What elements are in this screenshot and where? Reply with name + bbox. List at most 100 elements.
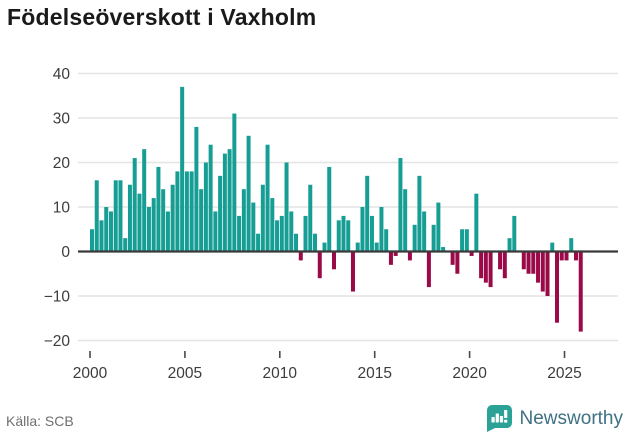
birth-surplus-bar — [350, 251, 355, 292]
x-axis-tick-label: 2005 — [168, 365, 202, 382]
birth-surplus-bar — [284, 162, 289, 252]
birth-surplus-bar — [213, 211, 218, 252]
birth-surplus-bar — [578, 251, 583, 332]
birth-surplus-bar — [132, 158, 137, 252]
newsworthy-wordmark: Newsworthy — [519, 407, 623, 429]
birth-surplus-bar — [407, 251, 412, 261]
birth-surplus-bar — [170, 184, 175, 252]
birth-surplus-bar — [512, 215, 517, 252]
birth-surplus-bar — [483, 251, 488, 283]
birth-surplus-bar — [564, 251, 569, 261]
birth-surplus-bar — [455, 251, 460, 274]
birth-surplus-bar — [498, 251, 503, 270]
newsworthy-branding: Newsworthy — [483, 404, 623, 433]
chart-title: Födelseöverskott i Vaxholm — [7, 4, 317, 30]
birth-surplus-bar — [502, 251, 507, 279]
birth-surplus-bar — [113, 180, 118, 252]
birth-surplus-bar — [156, 166, 161, 252]
birth-surplus-bar — [422, 211, 427, 252]
birth-surplus-bar — [374, 242, 379, 252]
birth-surplus-bar — [559, 251, 564, 261]
birth-surplus-bar — [521, 251, 526, 270]
birth-surplus-bar — [403, 189, 408, 252]
birth-surplus-bar — [208, 144, 213, 252]
birth-surplus-bar — [507, 238, 512, 252]
birth-surplus-bar — [279, 215, 284, 252]
birth-surplus-bar — [222, 153, 227, 252]
birth-surplus-bar — [573, 251, 578, 261]
birth-surplus-bar — [331, 251, 336, 270]
birth-surplus-bar — [360, 207, 365, 252]
birth-surplus-bar — [469, 251, 474, 256]
birth-surplus-bar — [379, 207, 384, 252]
birth-surplus-bar — [218, 175, 223, 252]
birth-surplus-bar — [151, 198, 156, 252]
birth-surplus-bar — [90, 229, 94, 252]
x-axis-tick-label: 2000 — [73, 365, 108, 382]
birth-surplus-bar — [569, 238, 574, 252]
birth-surplus-bar — [251, 202, 256, 252]
birth-surplus-bar — [289, 211, 294, 252]
birth-surplus-bar — [536, 251, 541, 283]
y-axis-tick-label: 20 — [53, 155, 71, 172]
x-axis-tick-label: 2010 — [263, 365, 298, 382]
birth-surplus-bar — [104, 207, 109, 252]
birth-surplus-bar — [417, 175, 422, 252]
chart-footer: Källa: SCB Newsworthy — [0, 397, 631, 439]
birth-surplus-bar — [322, 242, 327, 252]
birth-surplus-bar — [426, 251, 431, 288]
birth-surplus-bar — [526, 251, 531, 274]
birth-surplus-bar — [336, 220, 341, 252]
x-axis-tick-label: 2020 — [452, 365, 487, 382]
source-label: Källa: SCB — [6, 413, 74, 429]
birth-surplus-bar — [184, 171, 189, 252]
birth-surplus-bar — [256, 233, 261, 252]
birth-surplus-bar — [327, 166, 332, 252]
birth-surplus-bar — [194, 126, 199, 252]
birth-surplus-bar — [108, 211, 113, 252]
birth-surplus-bar — [227, 149, 232, 252]
birth-surplus-bar — [460, 229, 465, 252]
birth-surplus-bar — [123, 238, 128, 252]
birth-surplus-bar — [94, 180, 99, 252]
birth-surplus-bar — [436, 202, 441, 252]
y-axis-tick-label: −20 — [44, 333, 71, 350]
birth-surplus-bar — [545, 251, 550, 296]
birth-surplus-bar — [531, 251, 536, 274]
birth-surplus-bar — [313, 233, 318, 252]
birth-surplus-bar — [355, 242, 360, 252]
birth-surplus-bar — [412, 224, 417, 252]
birth-surplus-bar — [265, 144, 270, 252]
y-axis-tick-label: 40 — [53, 66, 71, 83]
birth-surplus-bar — [275, 220, 280, 252]
birth-surplus-bar — [441, 247, 446, 252]
birth-surplus-bar — [346, 220, 351, 252]
birth-surplus-bar — [294, 233, 299, 252]
birth-surplus-bar — [540, 251, 545, 292]
birth-surplus-bar — [142, 149, 147, 252]
birth-surplus-bar — [232, 113, 237, 252]
newsworthy-logo-icon — [486, 405, 512, 432]
birth-surplus-bar — [260, 184, 265, 252]
birth-surplus-bar — [388, 251, 393, 265]
birth-surplus-bar — [241, 189, 246, 252]
birth-surplus-bar — [317, 251, 322, 279]
birth-surplus-bar — [180, 86, 185, 252]
birth-surplus-bar — [127, 184, 132, 252]
birth-surplus-bar — [479, 251, 484, 279]
y-axis-tick-label: 0 — [61, 244, 70, 261]
y-axis-tick-label: −10 — [44, 289, 71, 306]
y-axis-tick-label: 30 — [53, 111, 71, 128]
birth-surplus-bar — [303, 215, 308, 252]
birth-surplus-bar — [474, 193, 479, 252]
birth-surplus-bar — [146, 207, 151, 252]
birth-surplus-bar — [393, 251, 398, 256]
birth-surplus-bar — [298, 251, 303, 261]
x-axis-tick-label: 2015 — [357, 365, 391, 382]
bar-chart: 40 30 20 10 0 −10 −20 2000 2005 2010 2015 2020 2025 — [0, 55, 631, 395]
birth-surplus-bar — [550, 242, 555, 252]
birth-surplus-bar — [365, 175, 370, 252]
birth-surplus-bar — [189, 171, 194, 252]
birth-surplus-bar — [246, 135, 251, 252]
